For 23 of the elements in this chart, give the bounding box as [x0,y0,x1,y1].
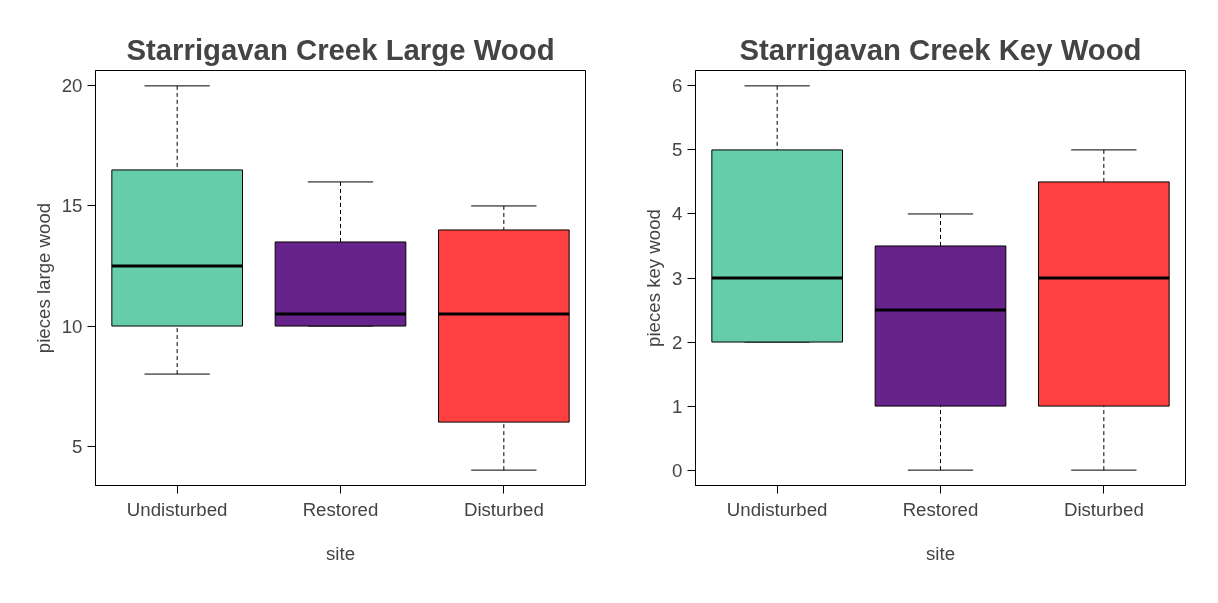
x-tick-label: Undisturbed [126,498,228,520]
x-tick-label: Disturbed [1063,498,1144,520]
y-tick-label: 15 [61,195,83,217]
y-axis-title: pieces key wood [643,209,665,347]
y-tick-label: 0 [672,459,683,481]
y-tick-label: 3 [672,267,683,289]
y-tick-label: 10 [61,315,83,337]
x-tick-label: Restored [302,498,379,520]
y-tick-label: 6 [672,75,683,97]
y-tick-label: 4 [672,203,683,225]
x-tick-label: Restored [902,498,979,520]
y-tick-label: 1 [672,395,683,417]
y-tick-label: 2 [672,331,683,353]
x-axis-title: site [925,542,956,564]
chart-title: Starrigavan Creek Large Wood [126,32,555,66]
x-axis-title: site [325,542,356,564]
chart-title: Starrigavan Creek Key Wood [739,32,1142,66]
y-tick-label: 5 [72,435,83,457]
y-tick-label: 5 [672,139,683,161]
x-tick-label: Disturbed [463,498,544,520]
y-axis-title: pieces large wood [32,202,54,354]
x-tick-label: Undisturbed [726,498,828,520]
y-tick-label: 20 [61,75,83,97]
